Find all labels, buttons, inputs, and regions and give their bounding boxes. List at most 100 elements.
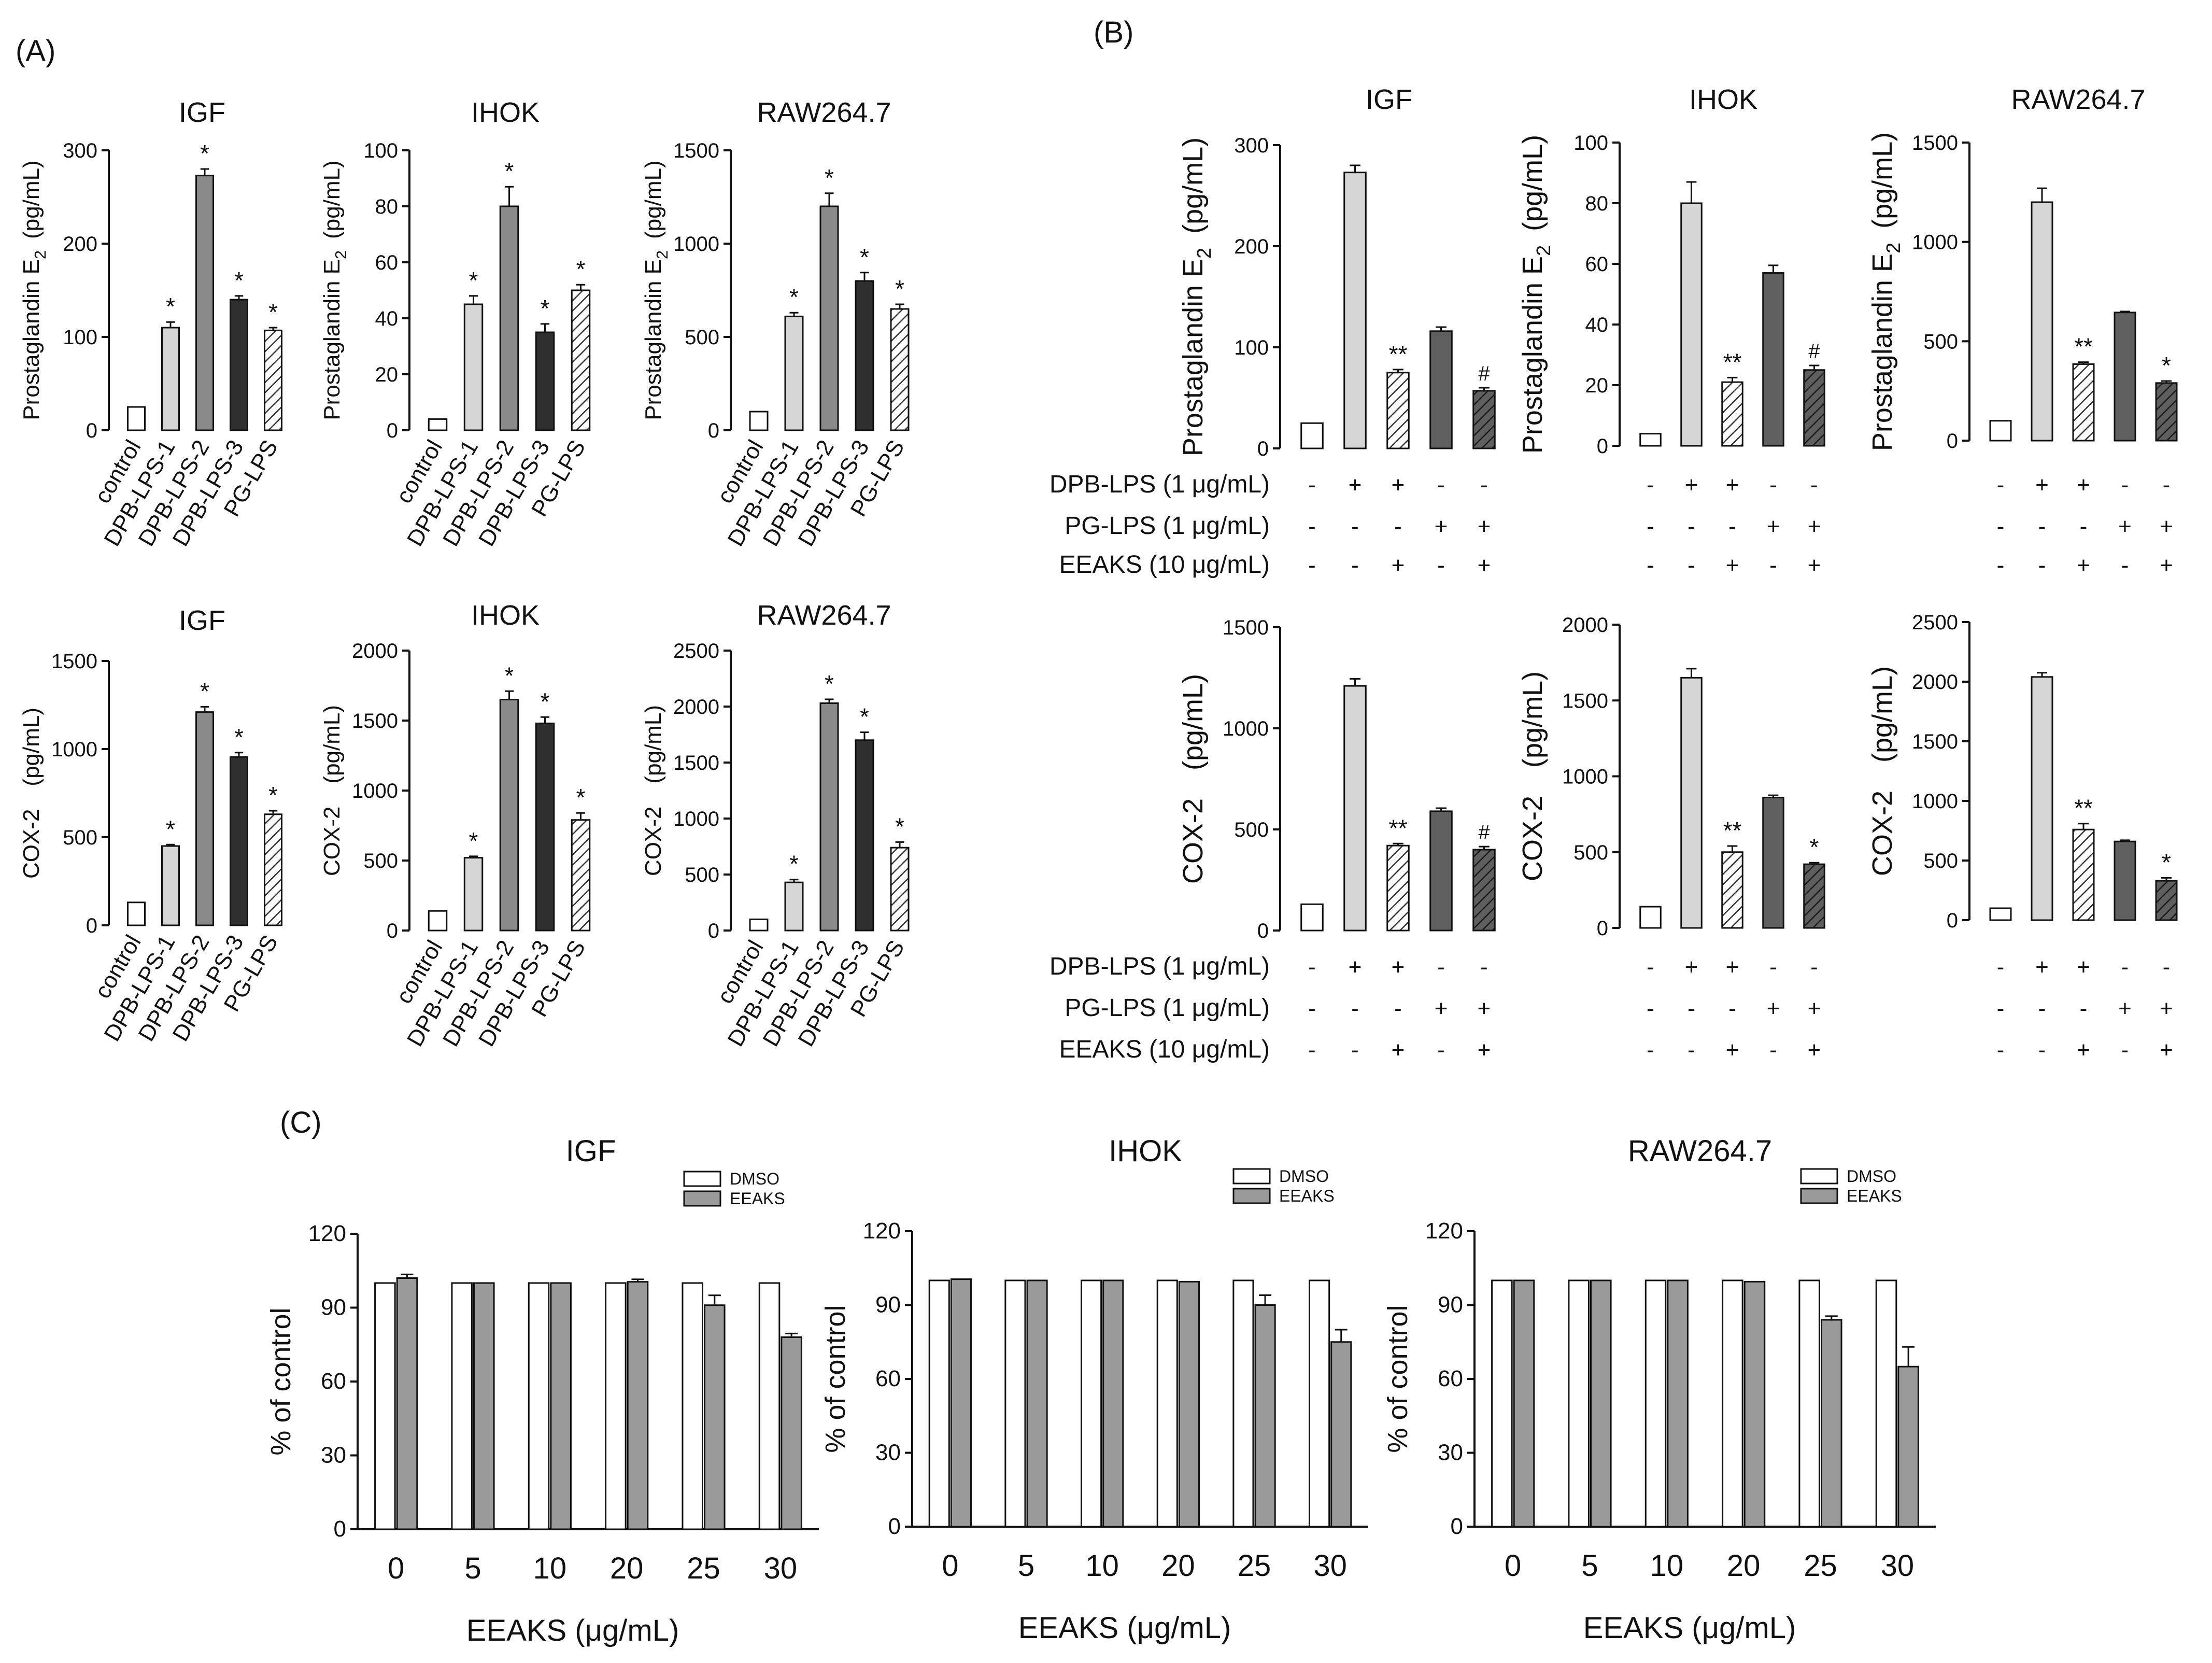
chart-c-ihok: IHOK 0 30 60 90 120 % of control 0 5 10 20 25 30 EEAK… [820,1134,1368,1645]
y-axis-label: COX-2 (pg/mL) [319,705,345,876]
y-tick-label: 1500 [1912,730,1958,753]
x-tick-label: 5 [1018,1549,1034,1583]
treatment-symbol: + [1808,514,1821,539]
treatment-symbol: - [1480,954,1488,980]
legend-swatch-eeaks [1232,1188,1271,1204]
y-label-unit: (pg/mL) [19,160,44,250]
x-tick-label: 20 [610,1552,644,1585]
significance-mark: * [200,140,209,167]
y-tick-label: 40 [1585,314,1609,336]
bar-dmso [1722,1279,1743,1528]
y-label-subscript: 2 [1194,248,1215,259]
bar-dmso [758,1282,781,1530]
legend-label-dmso: DMSO [1847,1167,1896,1186]
chart-c-raw: RAW264.7 0 30 60 90 120 % of control 0 5 10 20 25 30… [1382,1134,1936,1645]
treatment-symbol: + [2160,514,2173,539]
chart-title: RAW264.7 [757,97,891,128]
treatment-symbol: - [1351,1037,1359,1063]
y-tick-label: 120 [308,1221,346,1246]
y-tick-label: 30 [321,1443,346,1468]
bar-dmso [1309,1279,1330,1528]
bar [784,881,804,932]
chart-title: IHOK [471,600,540,631]
bar-eeaks [781,1336,802,1530]
significance-mark: * [541,688,550,715]
bar-dmso [1081,1279,1102,1528]
treatment-symbol: + [1726,553,1739,578]
treatment-symbol: - [1997,996,2005,1021]
bar [749,918,769,932]
treatment-label: DPB-LPS (1 μg/mL) [1050,953,1270,980]
treatment-symbol: - [2163,954,2171,980]
y-tick-label: 2500 [673,640,719,663]
y-tick-label: 200 [63,233,97,256]
treatment-symbol: + [1478,514,1491,539]
bar [127,901,146,926]
significance-mark: * [469,827,478,854]
bar-dmso [451,1282,473,1530]
treatment-symbol: + [1435,514,1448,539]
bar [230,299,248,431]
bar [535,722,555,932]
y-tick-label: 0 [387,920,398,942]
x-tick-label: 20 [1727,1549,1761,1583]
legend-label-dmso: DMSO [730,1169,779,1188]
x-axis-label: EEAKS (μg/mL) [1583,1611,1796,1645]
significance-mark: # [1478,362,1490,385]
treatment-symbol: - [1997,954,2005,980]
treatment-symbol: + [1767,996,1780,1021]
treatment-symbol: - [1647,1037,1654,1063]
y-tick-label: 1500 [352,710,398,732]
bar-eeaks [1897,1365,1919,1528]
treatment-symbol: - [1688,553,1695,578]
bar-eeaks [1178,1280,1200,1528]
bar [571,819,591,932]
y-tick-label: 100 [63,326,97,349]
treatment-symbol: - [2038,553,2046,578]
y-label-unit: (pg/mL) [1867,132,1898,243]
y-tick-label: 1500 [673,752,719,774]
bar-eeaks [1667,1279,1689,1528]
y-axis-label: COX-2 (pg/mL) [19,708,44,879]
treatment-symbol: - [1647,553,1654,578]
treatment-symbol: - [2038,996,2046,1021]
bar-dmso [1644,1279,1667,1528]
significance-mark: ** [2074,333,2093,360]
chart-title: IGF [179,605,225,636]
chart-title: IHOK [471,97,540,128]
bar-eeaks [950,1278,972,1528]
y-tick-label: 0 [708,920,719,942]
treatment-symbol: - [1728,996,1736,1021]
y-tick-label: 2500 [1912,611,1958,634]
bar-dmso [1004,1279,1026,1528]
y-tick-label: 90 [875,1292,901,1318]
significance-mark: * [2162,849,2171,876]
bar-eeaks [1821,1319,1842,1528]
x-tick-label: 25 [687,1552,720,1585]
significance-mark: * [825,670,834,697]
x-tick-label: 30 [1881,1549,1915,1583]
treatment-symbol: + [1726,954,1739,980]
y-label-unit: (pg/mL) [641,160,666,250]
panel-label-c: (C) [280,1106,322,1139]
y-axis-label: Prostaglandin E2 (pg/mL) [1867,132,1905,451]
significance-mark: * [234,267,244,294]
significance-mark: * [576,784,586,811]
significance-mark: ** [1723,348,1742,375]
x-tick-label: 0 [1505,1549,1521,1583]
chart-a-pge2-ihok: IHOK 0 20 40 60 80 100 Prostaglandin E2 (pg/mL)… [319,97,591,551]
x-tick-label: 25 [1238,1549,1271,1583]
y-axis-label: % of control [265,1307,296,1455]
y-tick-label: 0 [1597,917,1608,940]
bar [1721,381,1743,447]
y-tick-label: 0 [1947,909,1958,932]
treatment-symbol: - [1647,954,1654,980]
x-axis-label: EEAKS (μg/mL) [466,1614,679,1647]
y-tick-label: 0 [334,1516,346,1542]
treatment-symbol: + [1435,996,1448,1021]
bar [1680,202,1703,447]
significance-mark: * [200,678,209,704]
treatment-symbol: + [2118,514,2132,539]
y-tick-label: 1000 [51,738,97,761]
significance-mark: * [789,284,799,311]
